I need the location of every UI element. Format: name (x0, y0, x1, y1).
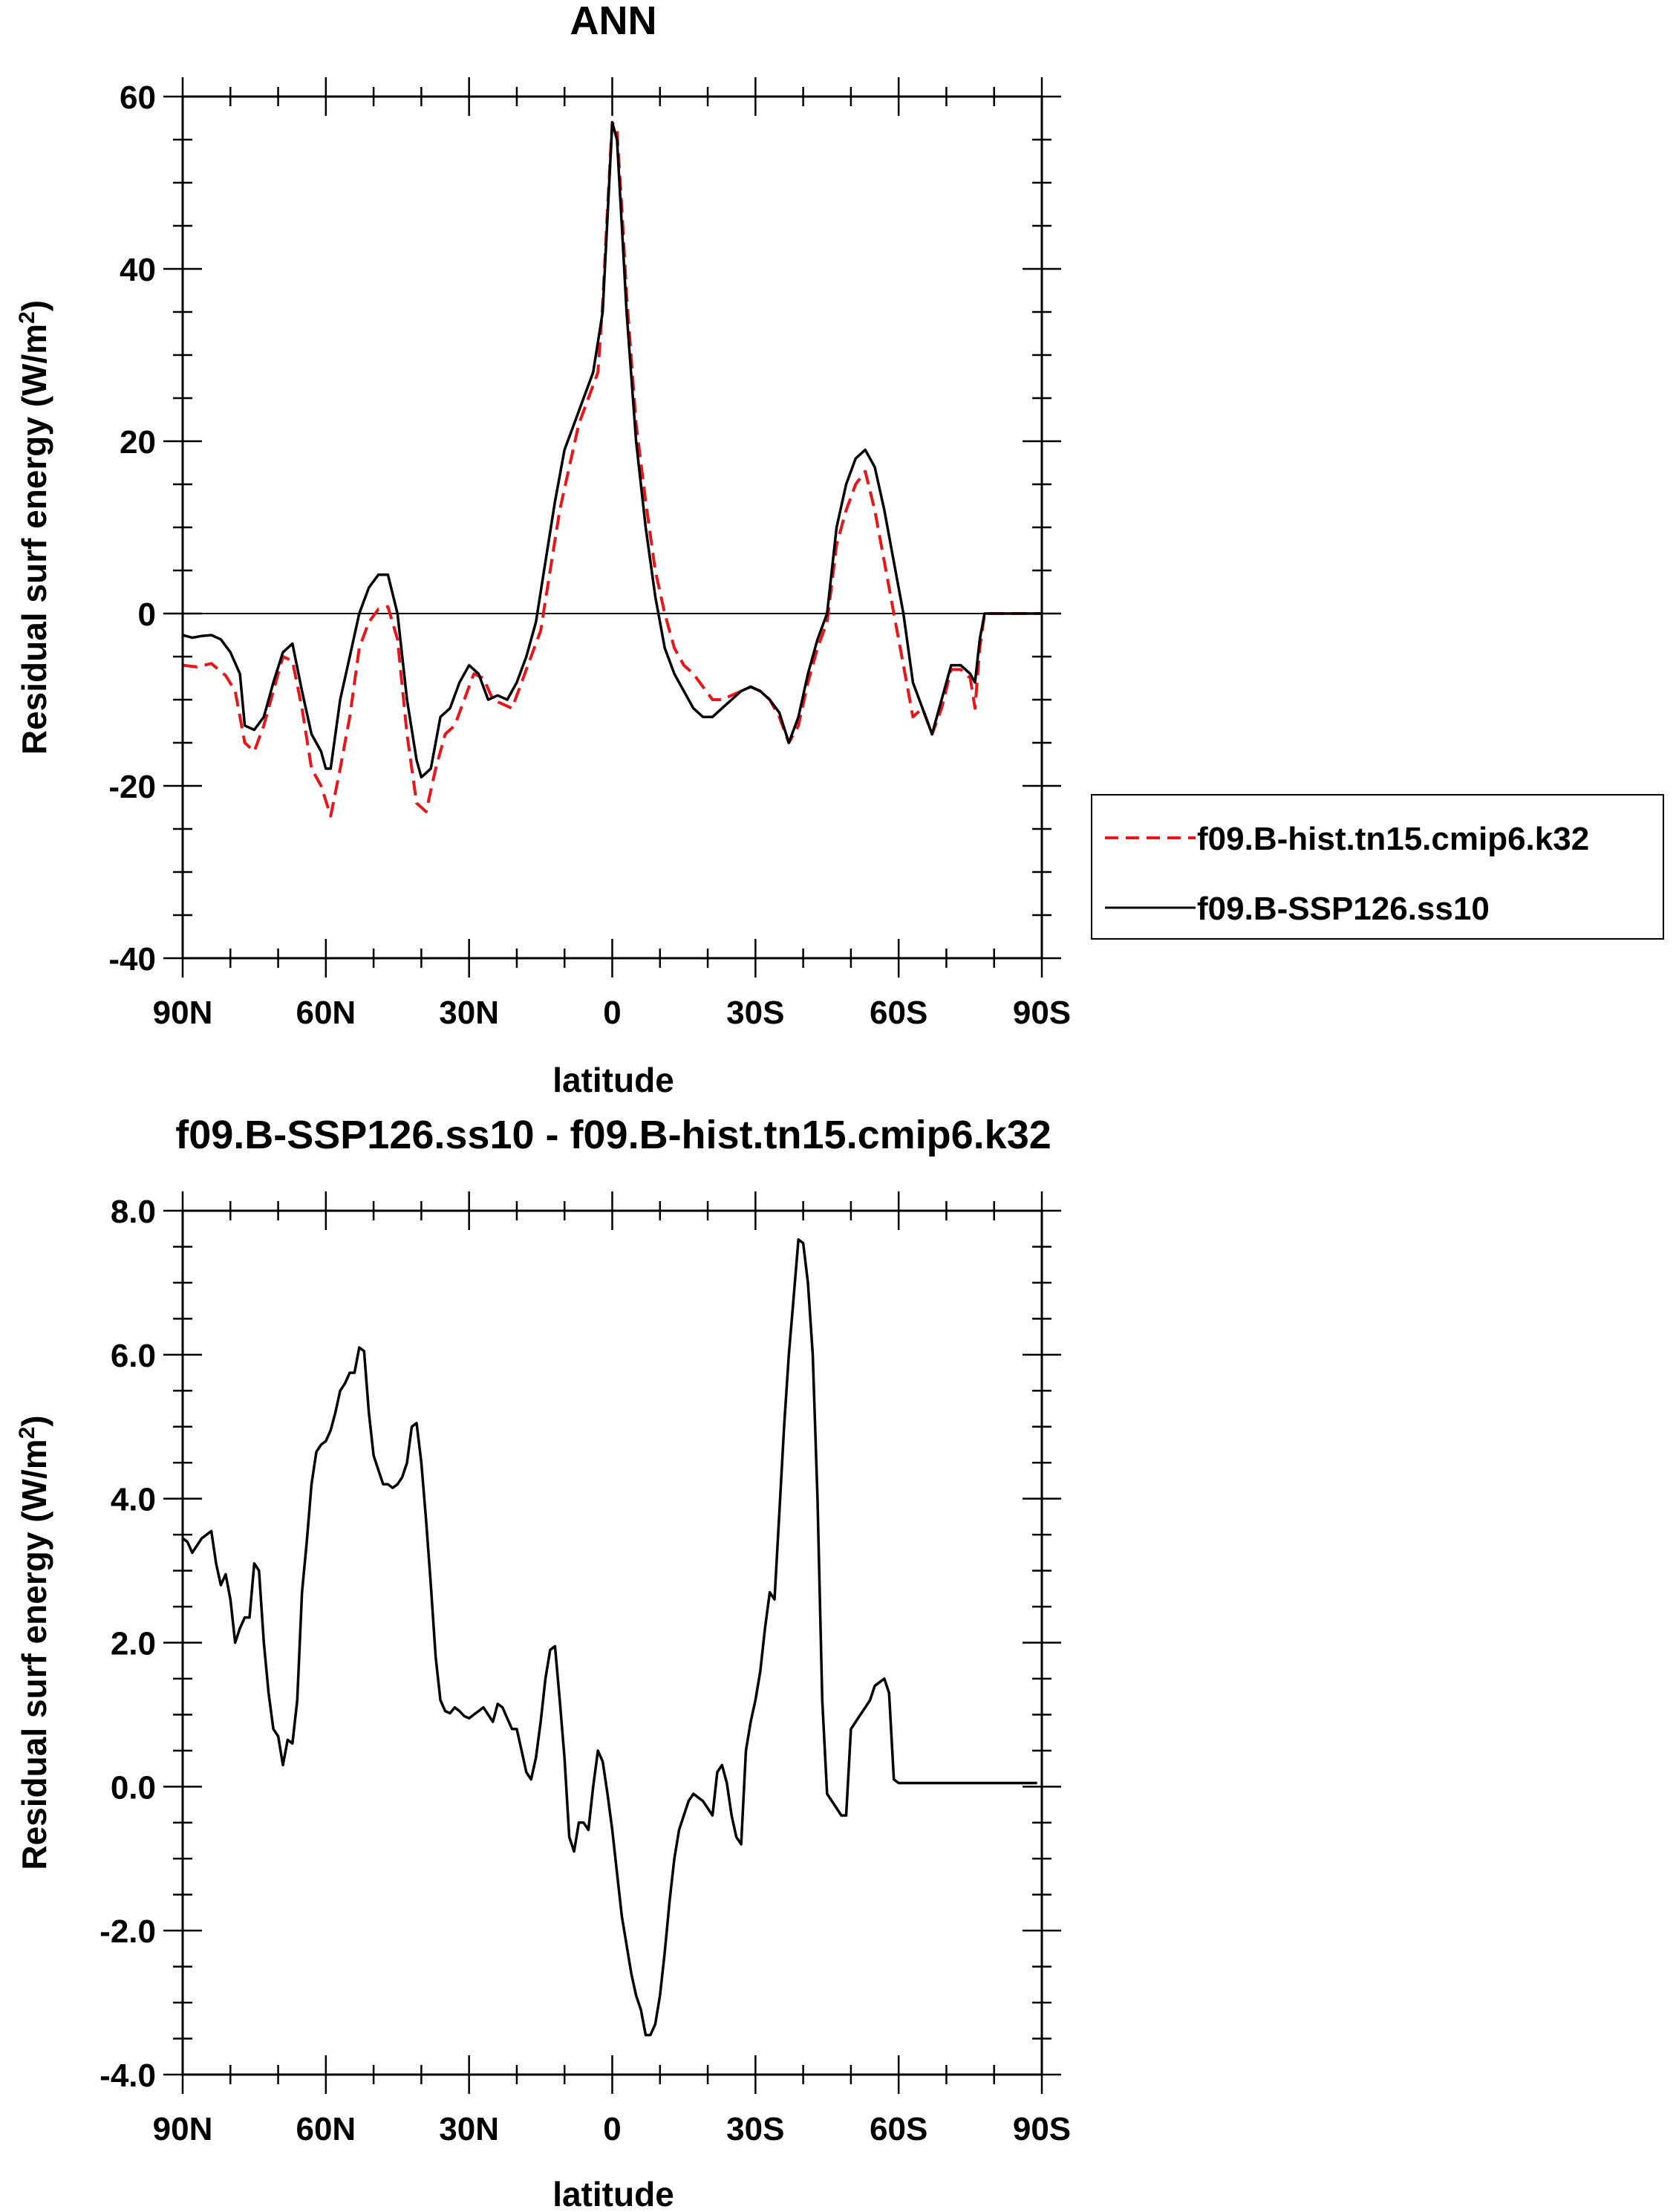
x-tick-label: 90S (1013, 2111, 1071, 2147)
x-tick-label: 30N (439, 995, 499, 1031)
x-tick-label: 30S (726, 995, 784, 1031)
x-tick-label: 30S (726, 2111, 784, 2147)
x-tick-label: 60S (870, 995, 927, 1031)
series-line-1-0 (181, 1238, 1037, 2037)
legend: f09.B-hist.tn15.cmip6.k32 f09.B-SSP126.s… (1091, 794, 1664, 940)
bottom-x-axis-label: latitude (552, 2175, 674, 2212)
y-tick-label: 6.0 (111, 1338, 156, 1374)
y-tick-label: 0 (138, 596, 156, 633)
y-tick-label: 20 (120, 424, 156, 461)
y-tick-label: -20 (108, 769, 156, 805)
x-tick-label: 90N (153, 2111, 213, 2147)
y-tick-label: -40 (108, 941, 156, 977)
y-tick-label: -2.0 (100, 1913, 156, 1950)
top-panel-title: ANN (570, 0, 657, 43)
y-tick-label: 4.0 (111, 1482, 156, 1518)
x-tick-label: 60S (870, 2111, 927, 2147)
x-tick-label: 0 (603, 995, 621, 1031)
y-tick-label: -4.0 (100, 2058, 156, 2094)
bottom-y-axis-label: Residual surf energy (W/m2) (15, 1415, 53, 1870)
y-tick-label: 60 (120, 79, 156, 116)
y-tick-label: 8.0 (111, 1194, 156, 1230)
top-panel: ANN Residual surf energy (W/m2) latitude… (15, 0, 1071, 1099)
x-tick-label: 60N (296, 995, 356, 1031)
x-tick-label: 60N (296, 2111, 356, 2147)
x-tick-label: 90S (1013, 995, 1071, 1031)
legend-label-ssp: f09.B-SSP126.ss10 (1197, 891, 1490, 927)
x-tick-label: 30N (439, 2111, 499, 2147)
bottom-plot-area: -4.0 -2.0 0.0 2.0 4.0 6.0 8.0 90N 60N 30N 0 30S 60S 9… (100, 1191, 1071, 2147)
top-plot-area: -40 -20 0 20 40 60 90N 60N 30N 0 30S 60S 90S (108, 77, 1071, 1031)
bottom-panel-title: f09.B-SSP126.ss10 - f09.B-hist.tn15.cmip… (175, 1113, 1051, 1157)
series-line-0-1 (182, 121, 1042, 779)
legend-box (1091, 794, 1664, 940)
top-x-axis-label: latitude (552, 1061, 674, 1099)
y-tick-label: 0.0 (111, 1769, 156, 1806)
x-tick-label: 0 (603, 2111, 621, 2147)
bottom-panel: f09.B-SSP126.ss10 - f09.B-hist.tn15.cmip… (15, 1113, 1071, 2212)
top-y-axis-label: Residual surf energy (W/m2) (15, 300, 53, 755)
legend-label-hist: f09.B-hist.tn15.cmip6.k32 (1197, 821, 1589, 857)
y-tick-label: 40 (120, 252, 156, 288)
y-tick-label: 2.0 (111, 1626, 156, 1662)
x-tick-label: 90N (153, 995, 213, 1031)
